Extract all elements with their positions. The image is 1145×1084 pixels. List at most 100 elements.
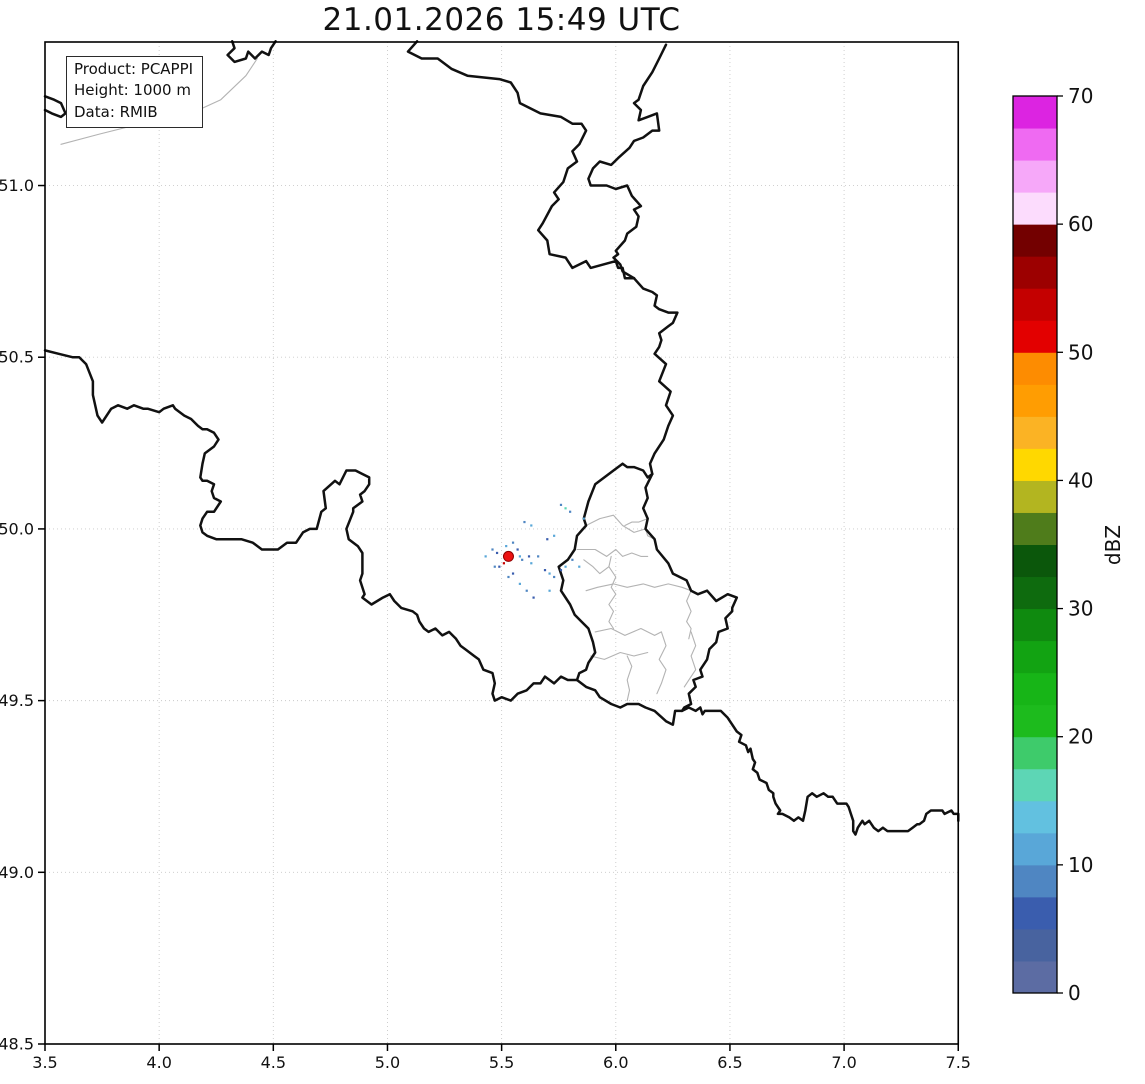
colorbar-segment	[1013, 96, 1057, 129]
colorbar-segment	[1013, 928, 1057, 962]
colorbar-segment	[1013, 288, 1057, 321]
radar-speckle	[564, 565, 567, 568]
radar-speckle	[564, 507, 567, 510]
radar-speckle	[507, 575, 510, 579]
colorbar-segment	[1013, 832, 1057, 866]
radar-speckle	[518, 555, 521, 558]
radar-speckle	[505, 544, 508, 548]
colorbar-tick-label: 50	[1068, 340, 1093, 364]
province-border-path	[683, 631, 697, 688]
radar-speckle	[559, 569, 563, 572]
radar-speckle	[484, 555, 487, 558]
x-tick-label: 7.0	[831, 1053, 856, 1072]
colorbar-segment	[1013, 736, 1057, 770]
x-tick-label: 5.5	[489, 1053, 514, 1072]
figure-title: 21.01.2026 15:49 UTC	[322, 2, 681, 38]
radar-speckle	[511, 541, 515, 544]
colorbar-segment	[1013, 160, 1057, 193]
colorbar: 0 10 20 30 40 50 60 70	[1012, 84, 1093, 1005]
x-tick-label: 4.5	[261, 1053, 286, 1072]
country-border-path	[587, 43, 668, 280]
radar-speckle	[511, 572, 515, 575]
radar-speckle	[543, 569, 547, 572]
colorbar-segment	[1013, 544, 1057, 578]
colorbar-segment	[1013, 384, 1057, 417]
province-border-path	[626, 655, 633, 702]
colorbar-segment	[1013, 128, 1057, 161]
province-border-path	[583, 559, 610, 575]
radar-speckle	[493, 565, 496, 568]
radar-speckle	[491, 548, 494, 551]
radar-speckle	[530, 562, 533, 565]
radar-speckle	[516, 548, 519, 551]
colorbar-tick-label: 30	[1068, 597, 1093, 621]
y-tick-label: 49.0	[0, 863, 34, 882]
colorbar-segment	[1013, 192, 1057, 225]
info-line-data-source: Data: RMIB	[74, 102, 158, 121]
info-line-product: Product: PCAPPI	[74, 60, 194, 78]
country-border-path	[557, 462, 739, 726]
radar-speckle	[569, 510, 572, 513]
country-border-path	[632, 276, 679, 476]
colorbar-segment	[1013, 768, 1057, 802]
axis-ticks: 3.5 4.0 4.5 5.0 5.5 6.0 6.5 7.0 7.5 48.5 49.0 49.5 5…	[0, 176, 971, 1072]
colorbar-tick-label: 60	[1068, 212, 1093, 236]
colorbar-segment	[1013, 608, 1057, 642]
radar-speckle	[525, 589, 528, 592]
radar-speckle	[521, 558, 524, 561]
colorbar-segment	[1013, 320, 1057, 353]
radar-main-cell	[502, 550, 514, 562]
radar-speckle	[495, 551, 499, 555]
radar-speckle	[548, 589, 551, 592]
colorbar-segment	[1013, 224, 1057, 257]
colorbar-axis-label: dBZ	[1101, 524, 1125, 566]
y-tick-label: 50.5	[0, 348, 34, 367]
province-border-path	[656, 631, 667, 695]
colorbar-segment	[1013, 960, 1057, 994]
radar-speckle	[502, 562, 506, 565]
country-borders	[43, 40, 960, 836]
colorbar-segment	[1013, 672, 1057, 706]
colorbar-tick-label: 0	[1068, 981, 1081, 1005]
colorbar-segment	[1013, 256, 1057, 289]
province-border-path	[585, 583, 692, 592]
radar-speckle	[582, 517, 585, 520]
colorbar-tick-label: 10	[1068, 853, 1093, 877]
radar-speckle	[523, 520, 526, 524]
radar-speckle	[530, 524, 533, 527]
province-border-path	[686, 590, 692, 640]
radar-speckle	[571, 558, 574, 561]
radar-speckle	[537, 555, 540, 558]
colorbar-segment	[1013, 416, 1057, 449]
colorbar-segment	[1013, 896, 1057, 930]
x-tick-label: 5.0	[375, 1053, 400, 1072]
colorbar-segment	[1013, 640, 1057, 674]
x-tick-label: 6.0	[603, 1053, 628, 1072]
country-border-path	[406, 40, 636, 280]
radar-speckle	[532, 596, 535, 599]
radar-speckle	[527, 555, 531, 558]
x-tick-label: 7.5	[946, 1053, 971, 1072]
y-tick-label: 50.0	[0, 519, 34, 538]
province-border-path	[585, 514, 656, 540]
product-info-box: Product: PCAPPI Height: 1000 m Data: RMI…	[66, 56, 204, 129]
country-border-path	[43, 349, 579, 702]
province-border-path	[608, 555, 617, 630]
y-tick-label: 48.5	[0, 1035, 34, 1054]
gridlines	[45, 42, 959, 1044]
colorbar-tick-label: 40	[1068, 468, 1093, 492]
y-tick-label: 49.5	[0, 691, 34, 710]
info-line-height: Height: 1000 m	[74, 81, 191, 100]
radar-speckle	[498, 565, 501, 568]
province-border-path	[624, 518, 649, 527]
radar-speckle	[553, 575, 556, 579]
colorbar-segment	[1013, 512, 1057, 545]
radar-echoes	[484, 503, 585, 599]
colorbar-frame	[1012, 95, 1058, 994]
colorbar-tick-label: 70	[1068, 84, 1093, 108]
colorbar-tick-label: 20	[1068, 725, 1093, 749]
radar-speckle	[518, 582, 521, 585]
country-border-path	[43, 95, 67, 119]
province-border-path	[576, 548, 649, 557]
